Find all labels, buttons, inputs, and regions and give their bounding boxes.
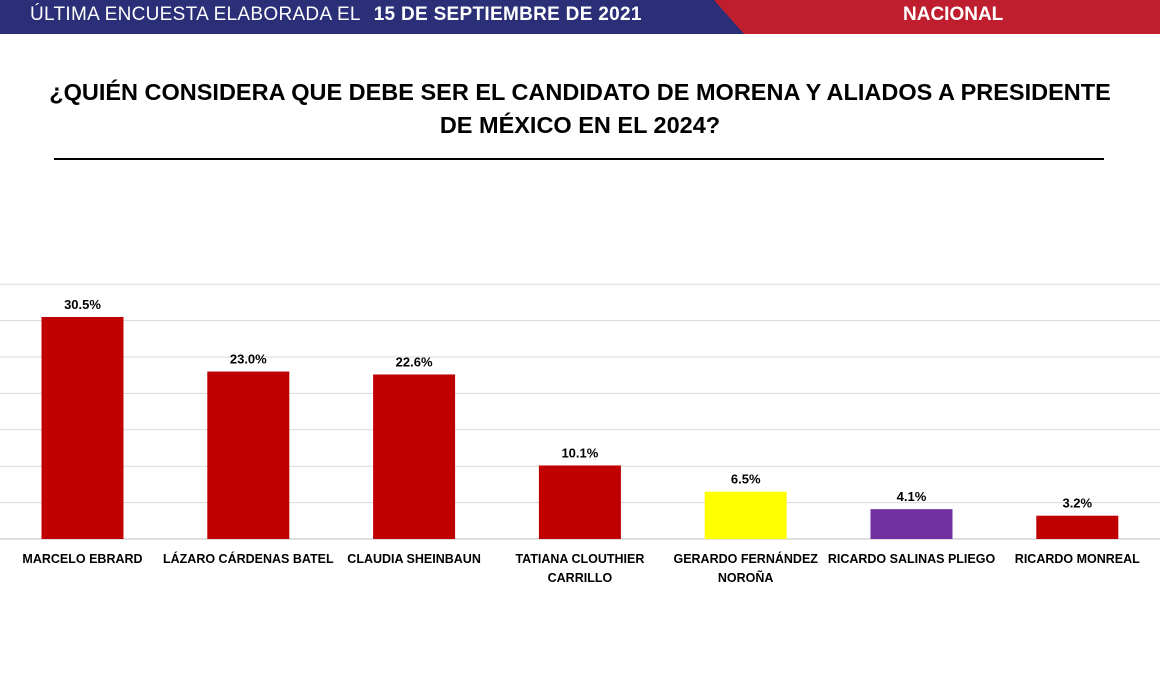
bar xyxy=(538,465,621,539)
chart-title: ¿QUIÉN CONSIDERA QUE DEBE SER EL CANDIDA… xyxy=(40,76,1120,142)
bars xyxy=(41,316,1119,539)
banner-red-band xyxy=(714,0,1160,34)
bar xyxy=(1036,515,1119,539)
category-label: TATIANA CLOUTHIER xyxy=(515,552,644,566)
title-underline xyxy=(54,158,1104,160)
survey-date-prefix: ÚLTIMA ENCUESTA ELABORADA EL xyxy=(30,4,361,25)
bar xyxy=(704,491,787,539)
data-label: 30.5% xyxy=(64,297,101,312)
chart-title-line-2: DE MÉXICO EN EL 2024? xyxy=(439,112,721,138)
category-label: CLAUDIA SHEINBAUN xyxy=(347,552,481,566)
banner-navy-band xyxy=(0,0,770,34)
category-label: RICARDO SALINAS PLIEGO xyxy=(828,552,996,566)
scope-label: NACIONAL xyxy=(903,4,1004,25)
bar xyxy=(373,374,456,539)
survey-date-label: ÚLTIMA ENCUESTA ELABORADA EL 15 DE SEPTI… xyxy=(30,0,642,30)
category-label: NOROÑA xyxy=(718,570,774,585)
top-banner: ÚLTIMA ENCUESTA ELABORADA EL 15 DE SEPTI… xyxy=(0,0,1160,34)
data-label: 10.1% xyxy=(561,445,598,460)
category-label: LÁZARO CÁRDENAS BATEL xyxy=(163,551,334,566)
bar xyxy=(41,316,124,539)
category-label: CARRILLO xyxy=(548,571,613,585)
data-label: 4.1% xyxy=(897,489,927,504)
bar xyxy=(870,509,953,539)
category-label: MARCELO EBRARD xyxy=(22,552,142,566)
data-label: 6.5% xyxy=(731,472,761,487)
category-labels: MARCELO EBRARD LÁZARO CÁRDENAS BATEL CLAUD… xyxy=(22,551,1140,585)
data-labels: 30.5% 23.0% 22.6% 10.1% 6.5% 4.1% 3.2% xyxy=(64,297,1092,511)
data-label: 3.2% xyxy=(1062,496,1092,511)
data-label: 23.0% xyxy=(230,352,267,367)
data-label: 22.6% xyxy=(396,354,433,369)
survey-date-value: 15 DE SEPTIEMBRE DE 2021 xyxy=(373,4,642,25)
category-label: RICARDO MONREAL xyxy=(1015,552,1140,566)
chart-title-line-1: ¿QUIÉN CONSIDERA QUE DEBE SER EL CANDIDA… xyxy=(49,79,1111,105)
bar xyxy=(207,371,290,539)
category-label: GERARDO FERNÁNDEZ xyxy=(673,551,818,566)
banner-background xyxy=(0,0,1160,34)
